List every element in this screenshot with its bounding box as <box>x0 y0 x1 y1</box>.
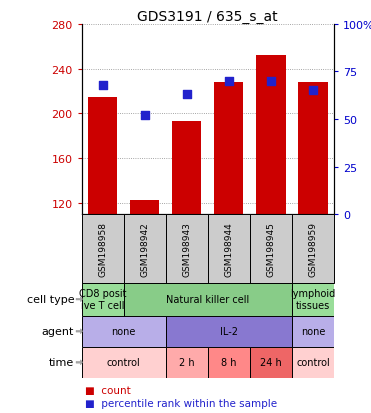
Text: GSM198958: GSM198958 <box>98 221 107 276</box>
Bar <box>166 347 208 378</box>
Text: agent: agent <box>42 326 74 337</box>
Text: 2 h: 2 h <box>179 357 194 368</box>
Bar <box>82 283 124 316</box>
Text: 8 h: 8 h <box>221 357 237 368</box>
Bar <box>256 56 286 215</box>
Text: CD8 posit
ive T cell: CD8 posit ive T cell <box>79 289 127 310</box>
Title: GDS3191 / 635_s_at: GDS3191 / 635_s_at <box>137 10 278 24</box>
Bar <box>292 215 334 283</box>
Bar <box>208 347 250 378</box>
Point <box>142 113 148 119</box>
Bar <box>172 122 201 215</box>
Text: ■  count: ■ count <box>85 385 131 395</box>
Bar <box>130 200 160 215</box>
Text: GSM198945: GSM198945 <box>266 221 275 276</box>
Bar <box>124 215 166 283</box>
Point <box>268 78 274 85</box>
Bar <box>166 316 292 347</box>
Bar <box>250 347 292 378</box>
Text: GSM198944: GSM198944 <box>224 221 233 276</box>
Text: none: none <box>301 326 325 337</box>
Text: GSM198959: GSM198959 <box>308 221 317 276</box>
Bar <box>208 215 250 283</box>
Bar <box>88 97 117 215</box>
Bar <box>292 316 334 347</box>
Bar <box>250 215 292 283</box>
Point <box>226 78 232 85</box>
Text: IL-2: IL-2 <box>220 326 238 337</box>
Text: Natural killer cell: Natural killer cell <box>166 294 249 304</box>
Text: 24 h: 24 h <box>260 357 282 368</box>
Text: control: control <box>296 357 330 368</box>
Text: time: time <box>49 357 74 368</box>
Point <box>310 88 316 95</box>
Text: ■  percentile rank within the sample: ■ percentile rank within the sample <box>85 398 278 408</box>
Bar <box>214 83 243 215</box>
Bar <box>292 347 334 378</box>
Text: cell type: cell type <box>27 294 74 304</box>
Bar <box>82 347 166 378</box>
Point <box>100 82 106 89</box>
Text: GSM198942: GSM198942 <box>140 221 149 276</box>
Bar <box>292 283 334 316</box>
Point <box>184 92 190 98</box>
Bar <box>82 316 166 347</box>
Bar <box>82 215 124 283</box>
Bar <box>298 83 328 215</box>
Bar <box>166 215 208 283</box>
Text: lymphoid
tissues: lymphoid tissues <box>290 289 335 310</box>
Text: control: control <box>107 357 141 368</box>
Text: none: none <box>111 326 136 337</box>
Bar <box>124 283 292 316</box>
Text: GSM198943: GSM198943 <box>182 221 191 276</box>
